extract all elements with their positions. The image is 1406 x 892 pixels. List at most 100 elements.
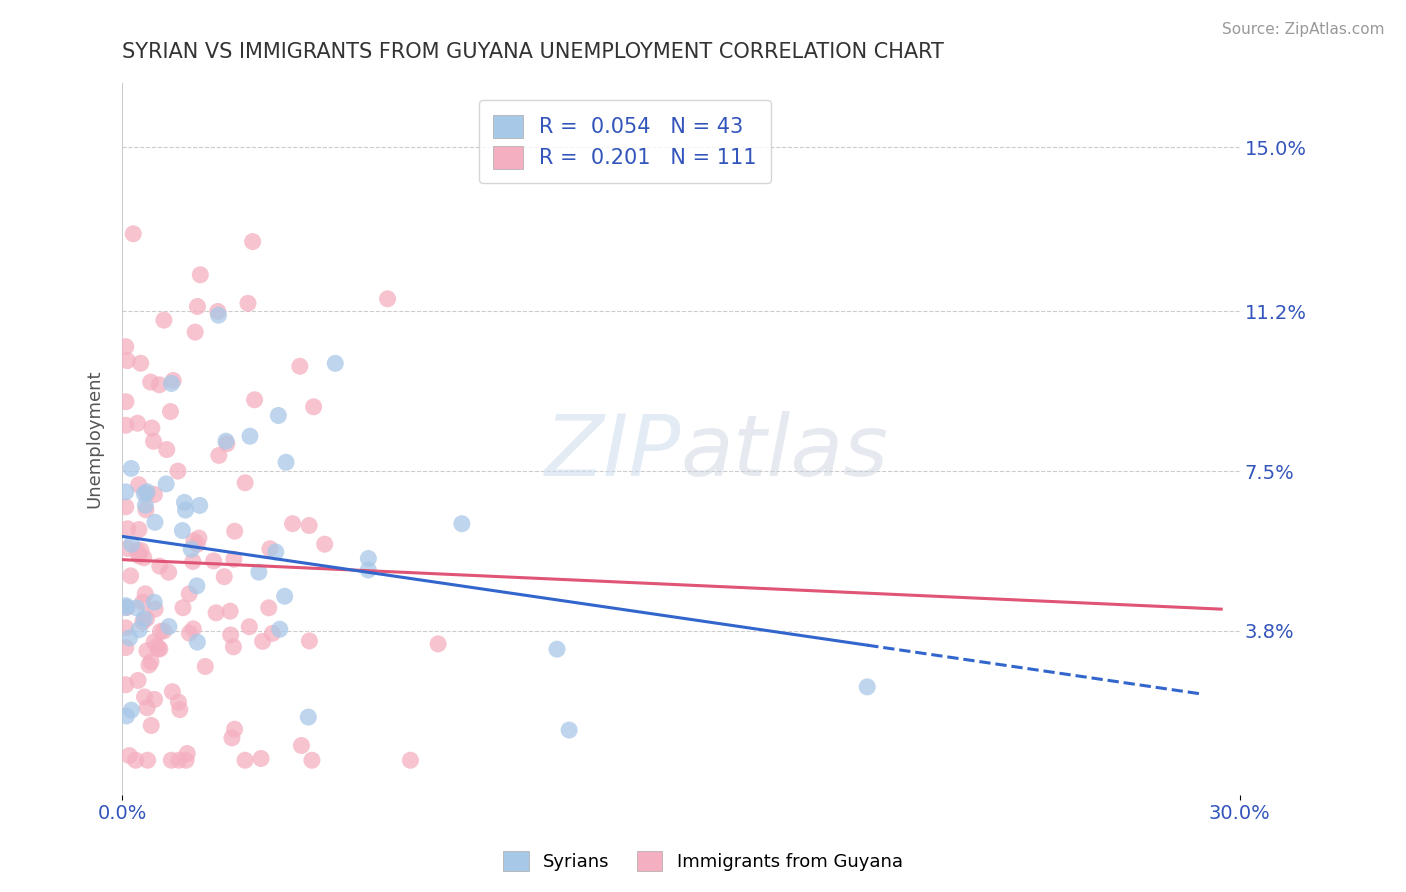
Point bbox=[186, 300, 208, 314]
Point bbox=[136, 644, 159, 658]
Point bbox=[427, 637, 450, 651]
Point bbox=[208, 449, 231, 463]
Point bbox=[149, 624, 172, 639]
Point bbox=[546, 642, 568, 657]
Point bbox=[247, 565, 270, 579]
Point bbox=[114, 640, 136, 655]
Point bbox=[202, 554, 225, 568]
Point bbox=[219, 628, 242, 642]
Point bbox=[236, 296, 259, 310]
Point bbox=[136, 484, 159, 499]
Point bbox=[297, 710, 319, 724]
Point bbox=[167, 464, 190, 478]
Point bbox=[157, 619, 180, 633]
Point bbox=[162, 684, 184, 698]
Point bbox=[259, 541, 281, 556]
Text: ZIP: ZIP bbox=[544, 411, 681, 494]
Point bbox=[136, 700, 159, 714]
Point bbox=[262, 626, 284, 640]
Text: SYRIAN VS IMMIGRANTS FROM GUYANA UNEMPLOYMENT CORRELATION CHART: SYRIAN VS IMMIGRANTS FROM GUYANA UNEMPLO… bbox=[122, 42, 943, 62]
Point bbox=[143, 602, 166, 616]
Point bbox=[148, 641, 170, 656]
Point bbox=[224, 722, 246, 736]
Point bbox=[221, 731, 243, 745]
Text: atlas: atlas bbox=[681, 411, 889, 494]
Point bbox=[143, 487, 166, 501]
Point bbox=[323, 356, 346, 370]
Point bbox=[134, 690, 156, 704]
Point bbox=[134, 486, 156, 500]
Point bbox=[131, 595, 153, 609]
Point bbox=[298, 634, 321, 648]
Point bbox=[267, 409, 290, 423]
Point bbox=[288, 359, 311, 374]
Point bbox=[274, 455, 297, 469]
Text: Source: ZipAtlas.com: Source: ZipAtlas.com bbox=[1222, 22, 1385, 37]
Point bbox=[212, 570, 235, 584]
Point bbox=[132, 550, 155, 565]
Point bbox=[219, 604, 242, 618]
Point bbox=[129, 543, 152, 558]
Point bbox=[187, 531, 209, 545]
Point bbox=[290, 739, 312, 753]
Point bbox=[120, 703, 142, 717]
Point bbox=[301, 753, 323, 767]
Point bbox=[118, 631, 141, 645]
Point bbox=[357, 551, 380, 566]
Point bbox=[122, 227, 145, 241]
Point bbox=[135, 612, 157, 626]
Point bbox=[120, 569, 142, 583]
Point bbox=[114, 599, 136, 613]
Point bbox=[205, 606, 228, 620]
Point bbox=[139, 375, 162, 389]
Point bbox=[173, 495, 195, 509]
Point bbox=[160, 753, 183, 767]
Point bbox=[357, 563, 380, 577]
Point bbox=[314, 537, 336, 551]
Point bbox=[399, 753, 422, 767]
Point bbox=[114, 340, 136, 354]
Point bbox=[160, 376, 183, 391]
Point bbox=[115, 600, 138, 615]
Point bbox=[115, 709, 138, 723]
Point bbox=[153, 624, 176, 638]
Point bbox=[302, 400, 325, 414]
Point bbox=[125, 600, 148, 615]
Point bbox=[117, 541, 139, 556]
Point bbox=[186, 579, 208, 593]
Point bbox=[167, 695, 190, 709]
Point bbox=[169, 703, 191, 717]
Point bbox=[269, 622, 291, 636]
Point bbox=[856, 680, 879, 694]
Point bbox=[179, 587, 201, 601]
Point bbox=[157, 566, 180, 580]
Point bbox=[153, 313, 176, 327]
Y-axis label: Unemployment: Unemployment bbox=[86, 369, 103, 508]
Point bbox=[135, 503, 157, 517]
Point bbox=[242, 235, 264, 249]
Point bbox=[159, 404, 181, 418]
Point bbox=[118, 748, 141, 763]
Point bbox=[233, 475, 256, 490]
Point bbox=[132, 615, 155, 629]
Point bbox=[149, 642, 172, 657]
Point bbox=[143, 692, 166, 706]
Point bbox=[188, 499, 211, 513]
Point bbox=[142, 434, 165, 449]
Point bbox=[114, 484, 136, 499]
Point bbox=[125, 543, 148, 558]
Point bbox=[273, 589, 295, 603]
Point bbox=[181, 555, 204, 569]
Point bbox=[127, 673, 149, 688]
Point bbox=[215, 434, 238, 449]
Point bbox=[128, 549, 150, 563]
Point bbox=[148, 377, 170, 392]
Point bbox=[179, 626, 201, 640]
Point bbox=[114, 500, 136, 514]
Point bbox=[250, 751, 273, 765]
Point bbox=[136, 753, 159, 767]
Legend: R =  0.054   N = 43, R =  0.201   N = 111: R = 0.054 N = 43, R = 0.201 N = 111 bbox=[479, 100, 772, 183]
Point bbox=[183, 533, 205, 548]
Point bbox=[215, 436, 238, 450]
Point bbox=[264, 545, 287, 559]
